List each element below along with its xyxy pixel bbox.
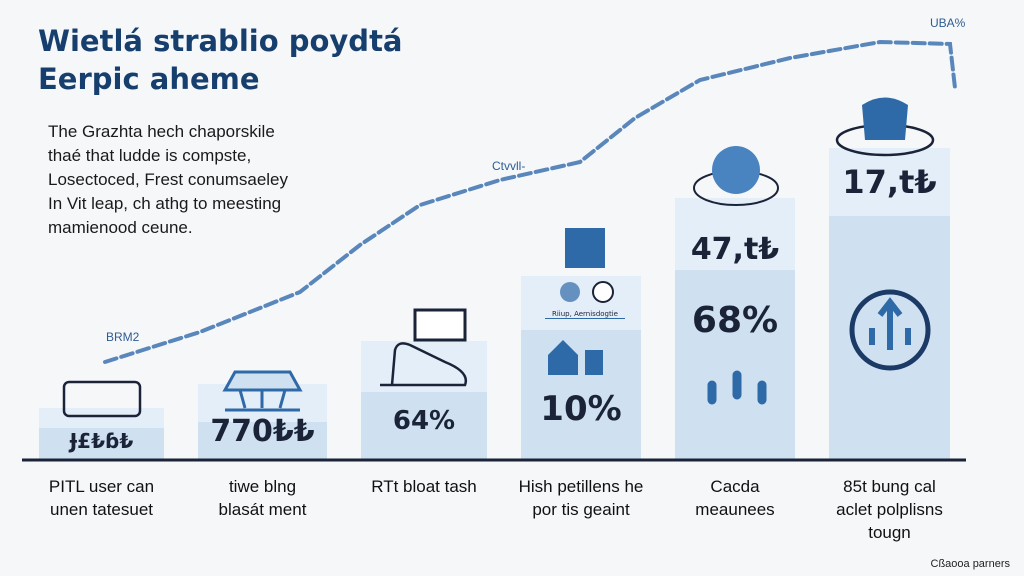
- document-icon: [413, 308, 467, 342]
- value-label: 64%: [392, 406, 456, 436]
- shoe-icon: [380, 342, 468, 387]
- title-line-2: Eerpic aheme: [38, 62, 260, 96]
- bridge-icon: [222, 370, 303, 412]
- circle-arrows-icon: [849, 289, 931, 371]
- trend-label-start: BRM2: [106, 330, 140, 344]
- bar-5-lower: [675, 270, 795, 460]
- globe-icon: [712, 146, 760, 194]
- bar-2-lower: [198, 422, 327, 460]
- credit: Cßaooa parners: [930, 558, 1011, 570]
- category-label: RTt bloat tash: [371, 477, 477, 496]
- title-line-1: Wietlá strablio poydtá: [38, 24, 403, 58]
- category-label: Hish petillens he por tis geaint: [518, 477, 644, 519]
- value-label: Ɉ£₺ɓ₺: [69, 428, 134, 453]
- trend-line: [103, 39, 957, 364]
- wallet-icon: [62, 380, 142, 418]
- people-icon: [707, 370, 767, 405]
- bar-3-lower: [361, 392, 487, 460]
- trend-label-end: UBA%: [930, 16, 966, 30]
- description: The Grazhta hech chaporskile thaé that l…: [48, 122, 289, 237]
- value-label: 10%: [540, 388, 622, 429]
- value-label: 770₺₺: [210, 413, 315, 449]
- bar-1-lower: [39, 428, 164, 460]
- monitor-icon: [565, 228, 605, 268]
- globe-small-icon: [560, 282, 580, 302]
- category-label: tiwe blng blasát ment: [218, 477, 307, 519]
- category-label: Cacda meaunees: [695, 477, 775, 519]
- small-caption: Riiup, Aernisdogtie: [545, 310, 625, 319]
- arrows-up-icon: [869, 297, 911, 350]
- value-label: 47,t₺: [690, 231, 780, 267]
- category-label: PITL user can unen tatesuet: [48, 477, 155, 519]
- trend-label-mid: Ctvvll-: [492, 159, 526, 173]
- value-label: 17,t₺: [842, 163, 937, 202]
- house-icon: [548, 340, 603, 375]
- bar-4-lower: [521, 330, 641, 460]
- dollar-icon: [592, 281, 614, 303]
- category-label: 85t bung cal aclet polplisns tougn: [836, 477, 943, 542]
- page-title: Wietlá strablio poydtá Eerpic aheme: [38, 22, 403, 98]
- value-label-secondary: 68%: [691, 300, 779, 341]
- robot-icon: [862, 97, 908, 140]
